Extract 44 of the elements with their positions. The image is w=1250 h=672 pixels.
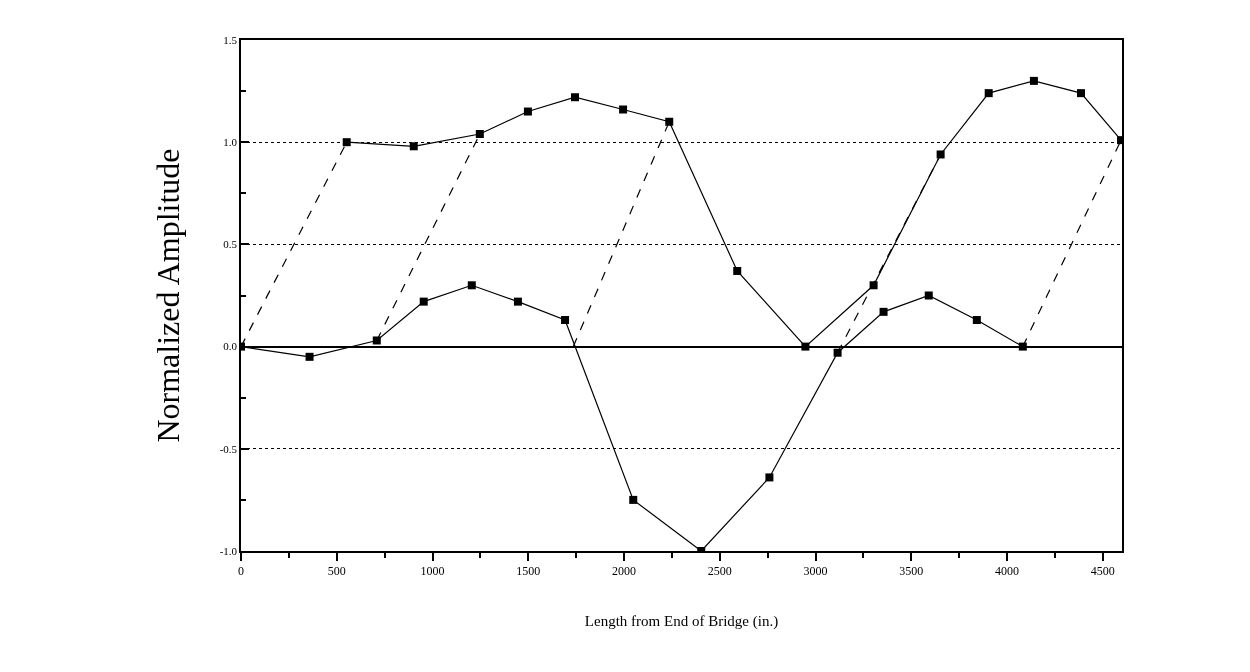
point <box>409 142 418 151</box>
point <box>801 342 810 351</box>
y-tick-label: 1.0 <box>223 136 238 149</box>
point <box>972 316 981 325</box>
x-tick-label: 1000 <box>420 564 445 579</box>
y-axis-title: Normalized Amplitude <box>150 148 187 443</box>
point <box>475 130 484 139</box>
point <box>984 89 993 98</box>
x-axis-title: Length from End of Bridge (in.) <box>584 612 779 630</box>
point <box>619 105 628 114</box>
x-tick-label: 4500 <box>1090 564 1115 579</box>
x-tick-label: 3000 <box>803 564 828 579</box>
x-tick-label: 2000 <box>612 564 637 579</box>
x-tick-label: 500 <box>327 564 346 579</box>
point <box>1077 89 1086 98</box>
point <box>561 316 570 325</box>
point <box>765 473 774 482</box>
point <box>419 297 428 306</box>
point <box>571 93 580 102</box>
point <box>1029 76 1038 85</box>
point <box>733 266 742 275</box>
point <box>372 336 381 345</box>
x-tick-label: 4000 <box>995 564 1020 579</box>
x-tick-label: 0 <box>238 564 244 579</box>
point <box>1018 342 1027 351</box>
y-tick-label: 1.5 <box>223 33 238 46</box>
point <box>342 138 351 147</box>
point <box>523 107 532 116</box>
y-tick-label: 0.5 <box>223 238 238 251</box>
x-tick-label: 1500 <box>516 564 541 579</box>
point <box>833 348 842 357</box>
point <box>305 352 314 361</box>
point <box>924 291 933 300</box>
point <box>936 150 945 159</box>
y-tick-label: 0.0 <box>223 340 238 353</box>
y-tick-label: -0.5 <box>219 442 238 455</box>
point <box>665 117 674 126</box>
y-tick-label: -1.0 <box>219 544 238 557</box>
point <box>629 495 638 504</box>
x-tick-label: 2500 <box>707 564 732 579</box>
point <box>513 297 522 306</box>
x-tick-label: 3500 <box>899 564 924 579</box>
point <box>879 307 888 316</box>
point <box>467 281 476 290</box>
